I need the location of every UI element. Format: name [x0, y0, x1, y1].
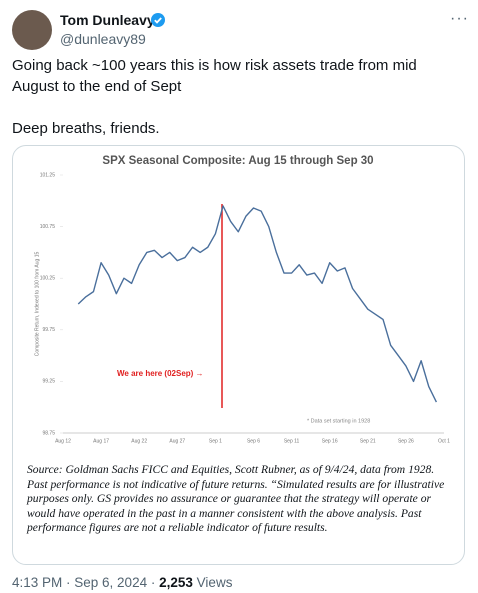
x-tick-label: Sep 21: [360, 438, 376, 444]
y-tick-label: 100.25: [40, 276, 56, 282]
x-tick-label: Sep 11: [284, 438, 300, 444]
view-count: 2,253: [159, 575, 193, 590]
chart: SPX Seasonal Composite: Aug 15 through S…: [34, 155, 450, 444]
footer: 4:13 PM · Sep 6, 2024 · 2,253 Views: [12, 575, 232, 590]
tweet-paragraph: Deep breaths, friends.: [12, 120, 160, 137]
views-label: Views: [196, 575, 233, 590]
x-tick-label: Oct 1: [438, 438, 450, 444]
x-tick-label: Aug 22: [131, 438, 147, 444]
avatar[interactable]: [12, 10, 52, 50]
media-card[interactable]: SPX Seasonal Composite: Aug 15 through S…: [12, 145, 465, 565]
timestamp[interactable]: 4:13 PM · Sep 6, 2024 ·: [12, 575, 156, 590]
annotation: We are here (02Sep) →: [117, 369, 204, 378]
x-tick-label: Sep 16: [322, 438, 338, 444]
author-name[interactable]: Tom Dunleavy: [60, 12, 155, 28]
annotation: * Data set starting in 1928: [307, 418, 370, 424]
y-tick-label: 100.75: [40, 224, 56, 230]
author-handle[interactable]: @dunleavy89: [60, 31, 146, 47]
y-tick-label: 101.25: [40, 172, 56, 178]
x-tick-label: Aug 12: [55, 438, 71, 444]
y-axis-label: Composite Return, Indexed to 100 from Au…: [34, 252, 40, 357]
x-tick-label: Aug 17: [93, 438, 109, 444]
x-tick-label: Sep 1: [209, 438, 222, 444]
x-tick-label: Aug 27: [169, 438, 185, 444]
source-caption: Source: Goldman Sachs FICC and Equities,…: [27, 463, 445, 534]
y-tick-label: 98.75: [42, 430, 55, 436]
tweet-paragraph: Going back ~100 years this is how risk a…: [12, 57, 417, 95]
y-tick-label: 99.25: [42, 379, 55, 385]
line-series: [77, 205, 438, 403]
more-button[interactable]: ···: [450, 10, 469, 27]
x-tick-label: Sep 6: [247, 438, 260, 444]
x-tick-label: Sep 26: [398, 438, 414, 444]
y-tick-label: 99.75: [42, 327, 55, 333]
chart-title: SPX Seasonal Composite: Aug 15 through S…: [102, 155, 373, 167]
tweet-text: Going back ~100 years this is how risk a…: [12, 55, 462, 139]
verified-badge: [151, 13, 165, 27]
